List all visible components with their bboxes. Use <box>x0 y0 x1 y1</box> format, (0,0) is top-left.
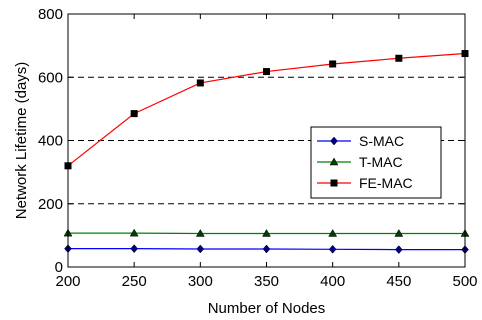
legend: S-MAC T-MAC FE-MAC <box>310 126 442 199</box>
data-point-t-mac-4 <box>328 228 338 237</box>
data-point-fe-mac-5 <box>395 54 403 62</box>
data-point-s-mac-5 <box>395 245 403 254</box>
x-tick-label-3: 350 <box>254 273 279 290</box>
y-axis-label: Network Lifetime (days) <box>13 62 30 220</box>
data-point-t-mac-2 <box>195 228 205 237</box>
data-point-s-mac-4 <box>328 244 337 254</box>
data-point-s-mac-3 <box>262 244 271 254</box>
legend-label-s-mac: S-MAC <box>359 133 404 149</box>
x-tick-label-0: 200 <box>55 273 80 290</box>
x-tick-label-5: 450 <box>386 273 411 290</box>
y-tick-label-0: 0 <box>55 259 63 276</box>
data-point-fe-mac-1 <box>130 110 138 118</box>
data-point-t-mac-5 <box>394 228 404 237</box>
x-tick-label-2: 300 <box>188 273 213 290</box>
x-axis-label: Number of Nodes <box>208 300 326 317</box>
legend-marker-fe-mac <box>330 179 338 187</box>
data-point-fe-mac-4 <box>329 60 337 68</box>
data-point-fe-mac-3 <box>263 68 270 76</box>
series-t-mac <box>63 228 470 237</box>
series-s-mac <box>64 244 469 254</box>
legend-label-t-mac: T-MAC <box>359 154 403 170</box>
x-tick-label-6: 500 <box>452 273 477 290</box>
data-point-t-mac-3 <box>262 228 271 237</box>
x-tick-label-4: 400 <box>320 273 345 290</box>
x-tick-label-1: 250 <box>122 273 147 290</box>
y-tick-label-4: 800 <box>38 6 63 23</box>
legend-marker-s-mac <box>330 136 338 146</box>
legend-label-fe-mac: FE-MAC <box>359 175 413 191</box>
data-point-t-mac-1 <box>129 228 139 237</box>
y-tick-label-2: 400 <box>38 133 63 150</box>
legend-marker-t-mac <box>329 157 339 166</box>
y-tick-label-1: 200 <box>38 196 63 213</box>
data-point-s-mac-1 <box>130 244 138 254</box>
data-point-fe-mac-2 <box>196 79 204 87</box>
data-point-s-mac-2 <box>196 244 205 254</box>
y-tick-label-3: 600 <box>38 69 63 86</box>
